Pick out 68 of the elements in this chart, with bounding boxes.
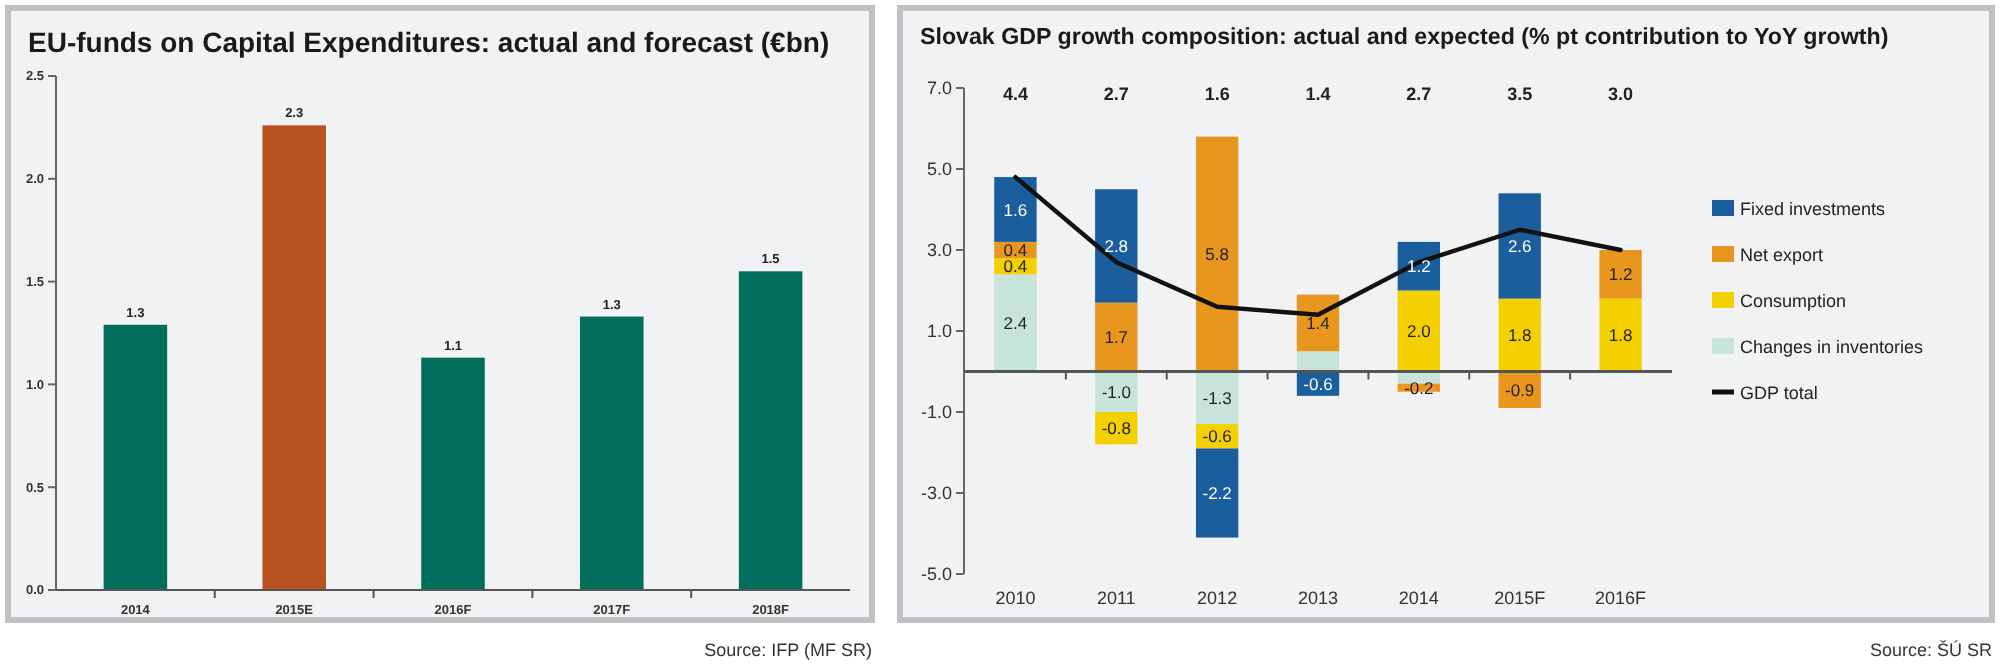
bar — [103, 324, 168, 590]
annotation: 4.4 — [1002, 84, 1028, 104]
data-label: 2.0 — [1407, 321, 1432, 341]
legend-label: Changes in inventories — [1740, 337, 1925, 357]
source-note: Source: IFP (MF SR) — [704, 640, 872, 660]
data-label: -0.9 — [1505, 379, 1535, 400]
annotation: 3.5 — [1507, 84, 1533, 104]
data-label: 1.4 — [1306, 312, 1331, 333]
y-tick-label: 7.0 — [926, 78, 952, 98]
data-label: 5.8 — [1205, 244, 1230, 265]
annotation: 1.6 — [1204, 84, 1230, 104]
data-label: 0.4 — [1003, 256, 1028, 277]
legend-label: GDP total — [1740, 383, 1818, 403]
y-tick-label: -5.0 — [920, 564, 952, 584]
bar — [1498, 298, 1541, 372]
annotation: 2.7 — [1406, 84, 1432, 104]
bar — [994, 177, 1037, 242]
annotation: 2.7 — [1103, 84, 1129, 104]
bar — [1195, 371, 1239, 425]
data-label: 2.6 — [1507, 235, 1533, 256]
data-label: -0.8 — [1101, 418, 1132, 439]
data-label: 1.8 — [1608, 325, 1633, 346]
x-tick-label: 2010 — [995, 588, 1036, 608]
data-label: -0.6 — [1202, 426, 1233, 447]
bar — [1195, 136, 1239, 372]
bar — [262, 125, 326, 590]
annotation: 1.4 — [1305, 84, 1331, 104]
legend-label: Consumption — [1740, 291, 1847, 311]
x-tick-label: 2013 — [1297, 588, 1339, 608]
data-label: 1.8 — [1507, 325, 1533, 346]
x-tick-label: 2016F — [1595, 588, 1648, 608]
x-tick-label: 2011 — [1096, 588, 1136, 608]
x-tick-label: 2012 — [1197, 588, 1238, 608]
bar — [1095, 189, 1138, 303]
legend-label: Net export — [1740, 245, 1825, 265]
y-tick-label: -1.0 — [920, 402, 952, 422]
data-label: 1.2 — [1608, 264, 1633, 285]
bar — [1296, 351, 1340, 372]
bar — [421, 357, 485, 590]
y-tick-label: -3.0 — [920, 483, 952, 503]
data-label: -0.6 — [1303, 373, 1334, 394]
legend-label: Fixed investments — [1740, 199, 1887, 219]
source-note: Source: ŠÚ SR — [1869, 640, 1993, 660]
bar — [1599, 250, 1642, 299]
data-label: 2.8 — [1104, 235, 1129, 256]
data-label: -1.0 — [1101, 381, 1132, 402]
data-label: -2.2 — [1202, 483, 1233, 503]
data-label: -1.3 — [1202, 387, 1233, 408]
bar — [1195, 448, 1239, 538]
data-label: 2.4 — [1003, 312, 1028, 333]
y-tick-label: 3.0 — [926, 240, 952, 260]
x-tick-label: 2015F — [1494, 588, 1547, 608]
data-label: 0.4 — [1003, 240, 1028, 260]
chart-title: Slovak GDP growth composition: actual and expected (% pt contribution to YoY growth) — [920, 24, 1889, 50]
annotation: 3.0 — [1608, 84, 1634, 104]
bar — [738, 271, 803, 590]
y-tick-label: 1.0 — [926, 321, 952, 341]
bar — [1599, 298, 1642, 372]
data-label: 1.7 — [1104, 327, 1129, 348]
x-tick-label: 2014 — [1398, 588, 1439, 608]
y-tick-label: 5.0 — [926, 159, 952, 179]
bar — [1397, 290, 1441, 372]
bar — [1095, 302, 1138, 372]
bar — [580, 316, 644, 590]
data-label: 1.6 — [1003, 199, 1028, 220]
bar — [1498, 193, 1541, 299]
chart-title: EU-funds on Capital Expenditures: actual and forecast (€bn) — [28, 26, 830, 58]
bar — [994, 274, 1037, 372]
